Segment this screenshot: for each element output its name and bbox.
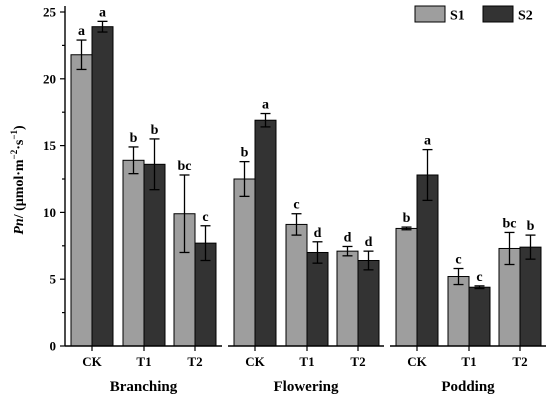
legend-label-s1: S1 bbox=[450, 9, 465, 24]
legend-label-s2: S2 bbox=[518, 9, 533, 24]
significance-label: d bbox=[314, 226, 322, 241]
y-tick-label: 0 bbox=[50, 339, 57, 354]
bar-s1 bbox=[70, 54, 93, 347]
bar-s2 bbox=[306, 251, 329, 347]
y-tick-label: 10 bbox=[43, 205, 56, 220]
y-axis: 0 5 10 15 20 25 bbox=[43, 5, 66, 354]
bar-s2 bbox=[519, 246, 542, 347]
bar-s1 bbox=[336, 250, 359, 347]
y-axis-label-symbol: Pn bbox=[12, 218, 27, 235]
x-tick-label: CK bbox=[82, 354, 102, 369]
bar-s1 bbox=[233, 178, 256, 347]
significance-label: b bbox=[403, 211, 411, 226]
significance-label: bc bbox=[178, 159, 192, 174]
bar-s2 bbox=[357, 259, 380, 347]
bar-s2 bbox=[468, 286, 491, 347]
y-tick-label: 25 bbox=[43, 5, 57, 20]
x-tick-label: CK bbox=[407, 354, 427, 369]
y-axis-label-unit-b: ·s bbox=[12, 139, 27, 150]
significance-label: b bbox=[527, 219, 535, 234]
significance-label: a bbox=[99, 5, 106, 20]
bar-s2 bbox=[91, 26, 114, 347]
group-label: Flowering bbox=[274, 379, 339, 395]
y-axis-label-exp-b: −1 bbox=[9, 130, 19, 140]
bar-s1 bbox=[395, 227, 418, 347]
x-tick-label: T2 bbox=[512, 354, 527, 369]
significance-label: b bbox=[130, 131, 138, 146]
bar-s1 bbox=[447, 276, 470, 347]
legend-swatch-s2 bbox=[482, 5, 514, 23]
bar-s2 bbox=[143, 163, 166, 347]
bar-s1 bbox=[285, 223, 308, 347]
y-tick-label: 15 bbox=[43, 138, 57, 153]
significance-label: d bbox=[344, 230, 352, 245]
y-axis-label-unit-a: / (μmol·m bbox=[12, 159, 27, 219]
x-axes: CK T1 T2 Branching CK T1 T2 Flowering CK T1 T2 Podd… bbox=[65, 345, 546, 395]
significance-label: c bbox=[455, 253, 461, 268]
legend-swatch-s1 bbox=[414, 5, 446, 23]
significance-label: a bbox=[78, 24, 85, 39]
significance-label: a bbox=[424, 134, 431, 149]
x-tick-label: T2 bbox=[350, 354, 365, 369]
significance-label: b bbox=[151, 123, 159, 138]
group-label: Podding bbox=[441, 379, 495, 395]
significance-label: a bbox=[262, 98, 269, 113]
x-tick-label: T1 bbox=[299, 354, 314, 369]
bar-s1 bbox=[122, 159, 145, 347]
x-tick-label: T1 bbox=[461, 354, 476, 369]
significance-label: bc bbox=[503, 216, 517, 231]
x-tick-label: T1 bbox=[136, 354, 151, 369]
significance-label: c bbox=[476, 270, 482, 285]
significance-label: c bbox=[202, 210, 208, 225]
y-axis-label: Pn/ (μmol·m−2·s−1) bbox=[9, 125, 27, 235]
bar-s2 bbox=[254, 119, 277, 347]
y-axis-label-close: ) bbox=[12, 125, 27, 130]
x-tick-label: CK bbox=[245, 354, 265, 369]
x-tick-label: T2 bbox=[187, 354, 202, 369]
y-tick-label: 20 bbox=[43, 71, 56, 86]
significance-label: b bbox=[241, 146, 249, 161]
group-label: Branching bbox=[110, 379, 178, 395]
significance-label: d bbox=[365, 235, 373, 250]
y-tick-label: 5 bbox=[50, 272, 57, 287]
significance-label: c bbox=[293, 198, 299, 213]
y-axis-label-exp-a: −2 bbox=[9, 149, 19, 159]
legend: S1 S2 bbox=[414, 5, 533, 24]
